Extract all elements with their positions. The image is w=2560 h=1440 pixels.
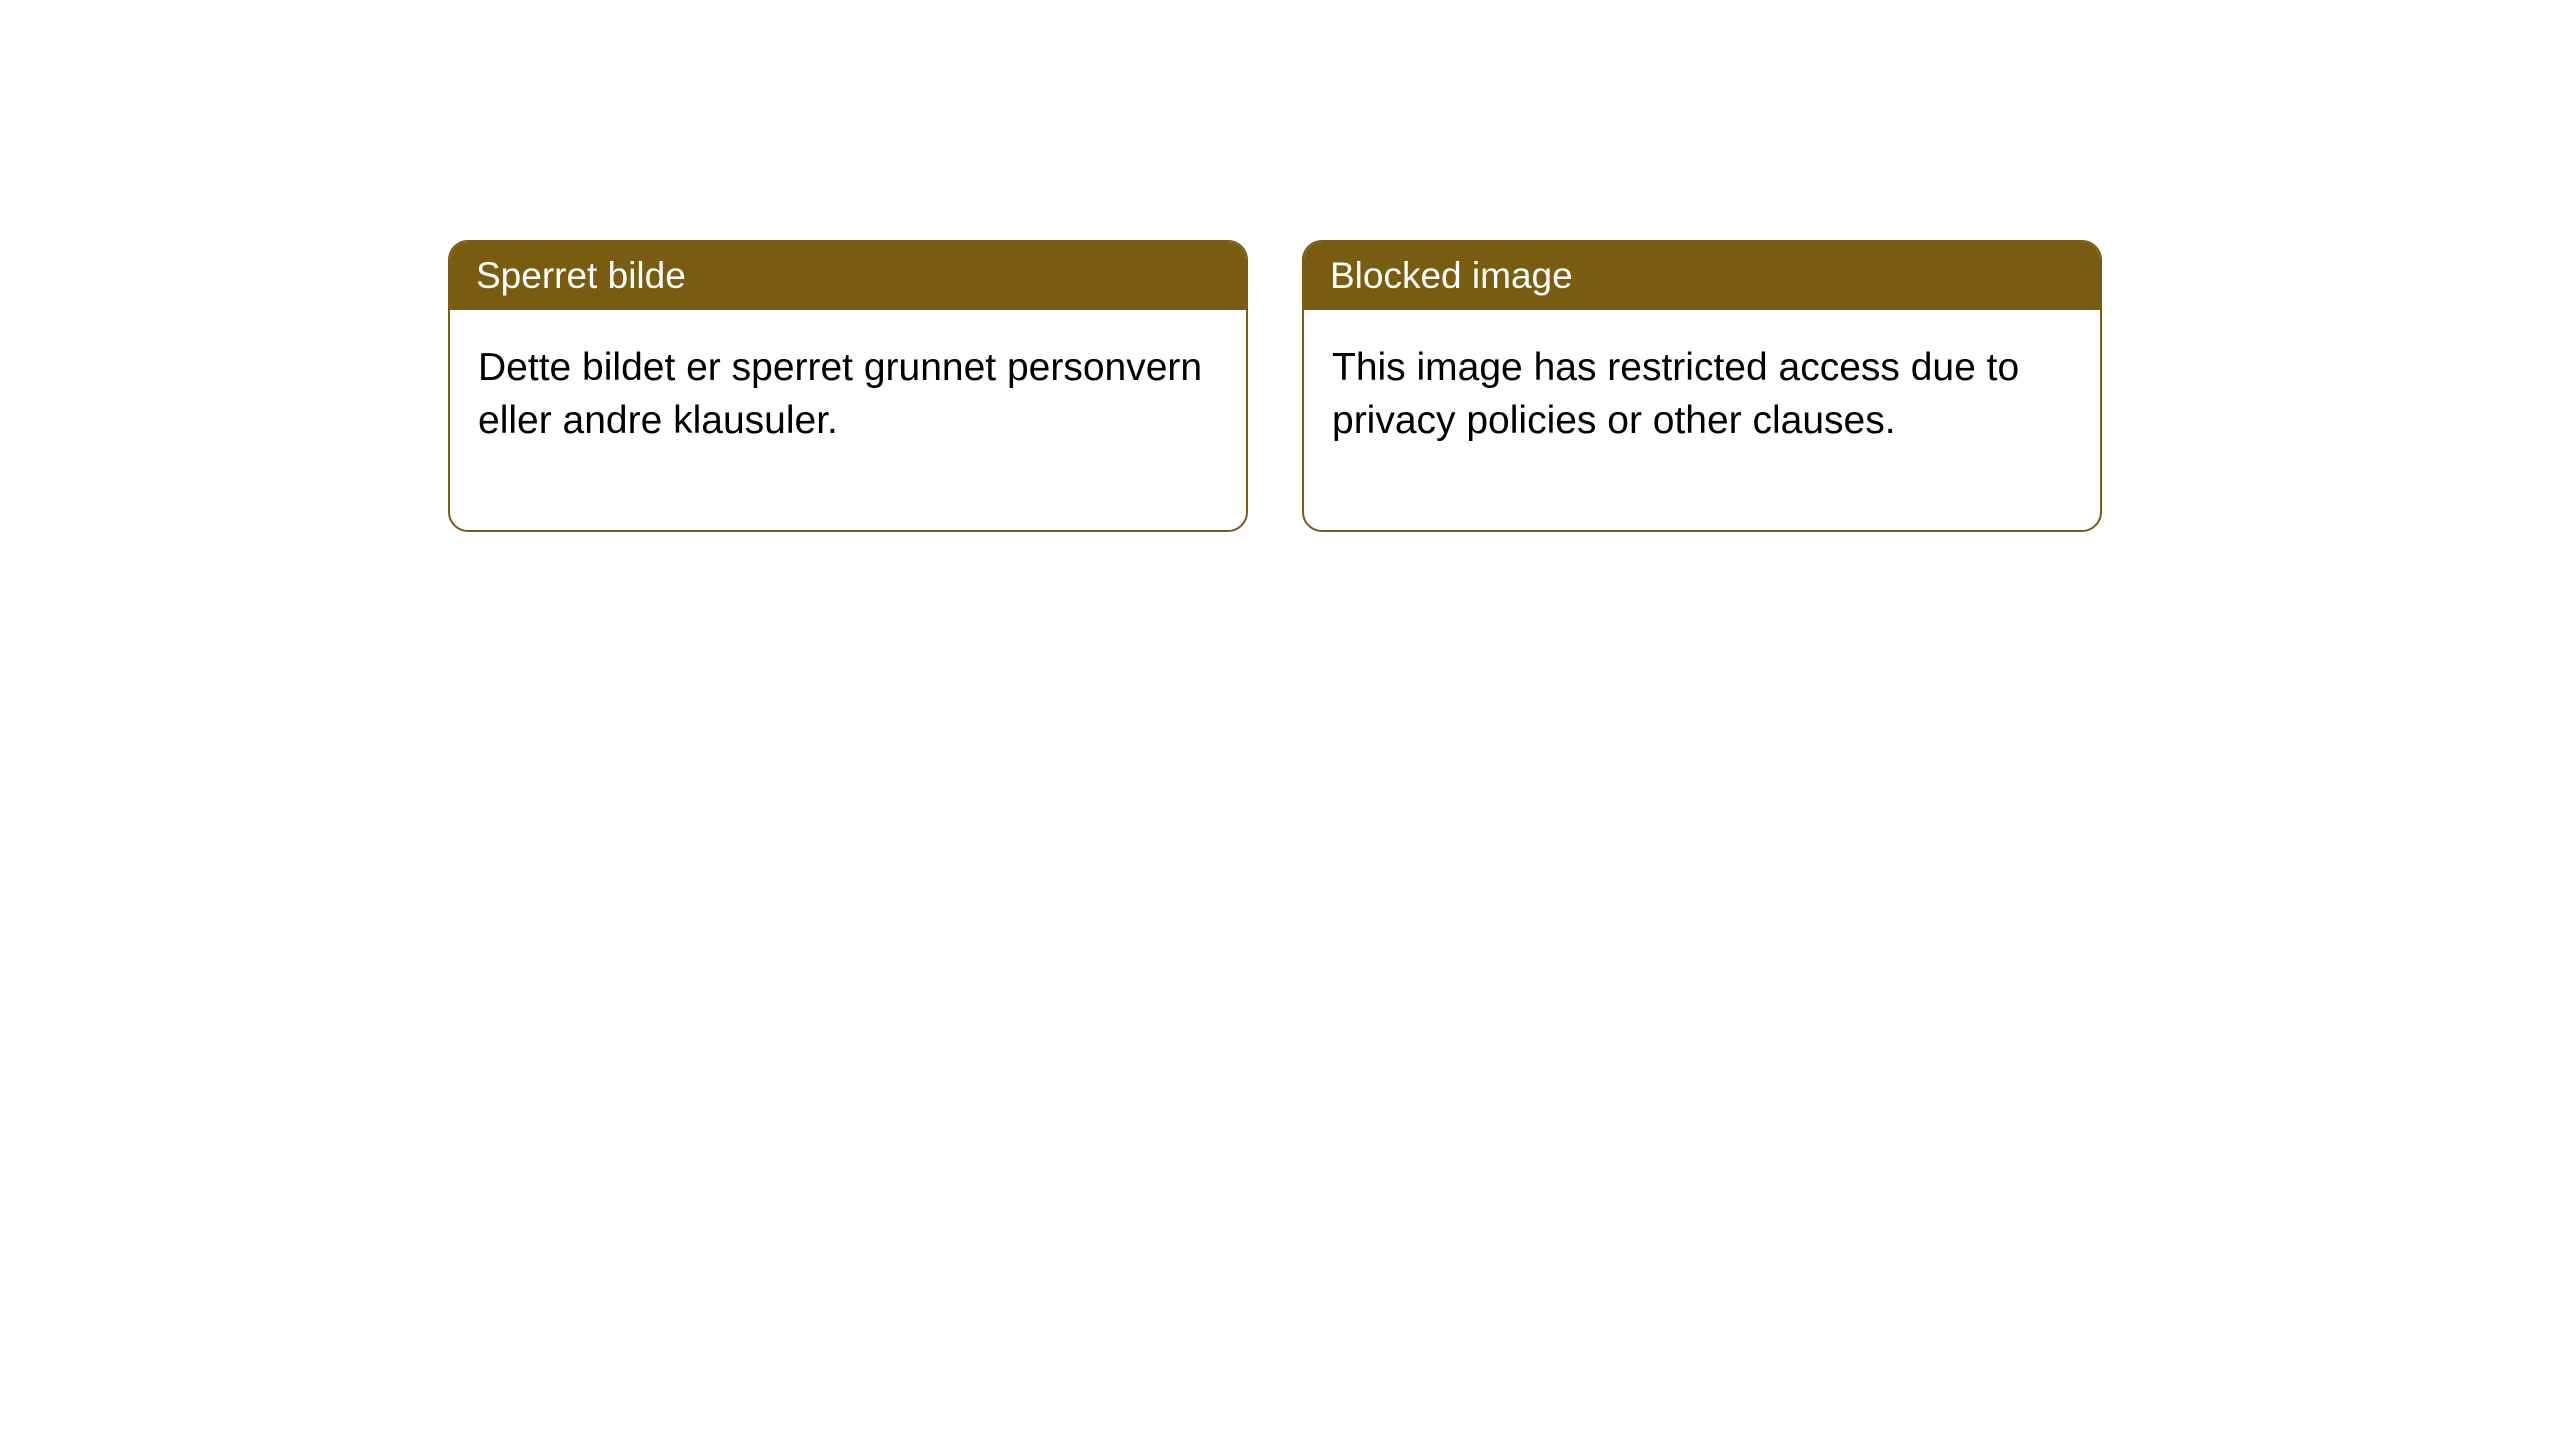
- blocked-image-card-no: Sperret bilde Dette bildet er sperret gr…: [448, 240, 1248, 532]
- card-header: Sperret bilde: [450, 242, 1246, 310]
- card-header: Blocked image: [1304, 242, 2100, 310]
- card-body: This image has restricted access due to …: [1304, 310, 2100, 530]
- blocked-image-card-en: Blocked image This image has restricted …: [1302, 240, 2102, 532]
- card-body: Dette bildet er sperret grunnet personve…: [450, 310, 1246, 530]
- cards-row: Sperret bilde Dette bildet er sperret gr…: [0, 0, 2560, 532]
